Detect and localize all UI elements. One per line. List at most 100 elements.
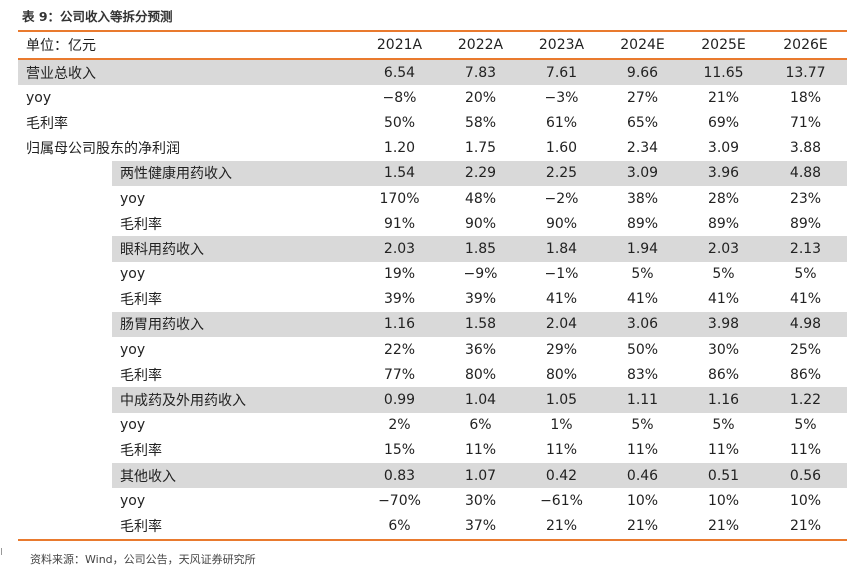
cell-value: 61% bbox=[545, 114, 578, 131]
cell-value: 2.25 bbox=[521, 160, 602, 186]
cell-value: 50% bbox=[626, 341, 659, 358]
row-label: 毛利率 bbox=[26, 115, 68, 132]
table-row: yoy 19% −9% −1% 5% 5% 5% bbox=[18, 262, 847, 287]
row-label: yoy bbox=[26, 89, 52, 106]
cell-value: 30% bbox=[707, 341, 740, 358]
table-row: yoy 170% 48% −2% 38% 28% 23% bbox=[18, 186, 847, 211]
row-label: 眼科用药收入 bbox=[18, 236, 359, 262]
cell-value: 6.54 bbox=[359, 59, 440, 86]
cell-value: 11.65 bbox=[683, 59, 764, 86]
cell-value: 28% bbox=[707, 190, 740, 207]
cell-value: 10% bbox=[789, 492, 822, 509]
table-row: 毛利率 77% 80% 80% 83% 86% 86% bbox=[18, 362, 847, 387]
cell-value: 5% bbox=[631, 266, 654, 283]
table-row: 归属母公司股东的净利润 1.20 1.75 1.60 2.34 3.09 3.88 bbox=[18, 136, 847, 161]
cell-value: 4.88 bbox=[764, 160, 847, 186]
cell-value: −61% bbox=[540, 492, 583, 509]
row-label: 归属母公司股东的净利润 bbox=[26, 141, 180, 158]
unit-label: 单位：亿元 bbox=[18, 30, 359, 60]
cell-value: 3.88 bbox=[789, 140, 822, 157]
cell-value: 13.77 bbox=[764, 59, 847, 86]
row-label: 毛利率 bbox=[120, 443, 162, 460]
table-row: yoy −8% 20% −3% 27% 21% 18% bbox=[18, 85, 847, 110]
cell-value: 1.85 bbox=[440, 236, 521, 262]
cell-value: 11% bbox=[789, 442, 822, 459]
cell-value: 86% bbox=[707, 366, 740, 383]
cell-value: 38% bbox=[626, 190, 659, 207]
cell-value: 170% bbox=[379, 190, 420, 207]
year-header: 2021A bbox=[359, 30, 440, 60]
cell-value: 1.05 bbox=[521, 387, 602, 413]
cell-value: 65% bbox=[626, 114, 659, 131]
cell-value: 83% bbox=[626, 366, 659, 383]
cell-value: 1.11 bbox=[602, 387, 683, 413]
cell-value: 39% bbox=[383, 291, 416, 308]
cell-value: 41% bbox=[626, 291, 659, 308]
cell-value: 21% bbox=[602, 513, 683, 541]
cell-value: 39% bbox=[464, 291, 497, 308]
table-row: 毛利率 91% 90% 90% 89% 89% 89% bbox=[18, 211, 847, 236]
cell-value: 23% bbox=[789, 190, 822, 207]
cell-value: 71% bbox=[789, 114, 822, 131]
cell-value: 41% bbox=[789, 291, 822, 308]
row-label: 毛利率 bbox=[120, 216, 162, 233]
cell-value: 89% bbox=[707, 215, 740, 232]
cell-value: 5% bbox=[712, 417, 735, 434]
cell-value: 69% bbox=[707, 114, 740, 131]
cell-value: 37% bbox=[440, 513, 521, 541]
table-row: 毛利率 39% 39% 41% 41% 41% 41% bbox=[18, 287, 847, 312]
forecast-table: 单位：亿元 2021A 2022A 2023A 2024E 2025E 2026… bbox=[18, 30, 847, 541]
cell-value: −8% bbox=[382, 89, 417, 106]
cell-value: −1% bbox=[544, 266, 579, 283]
row-label: yoy bbox=[120, 417, 146, 434]
cell-value: 50% bbox=[383, 114, 416, 131]
cell-value: 90% bbox=[464, 215, 497, 232]
cell-value: 6% bbox=[469, 417, 492, 434]
cell-value: −2% bbox=[544, 190, 579, 207]
cell-value: 0.99 bbox=[359, 387, 440, 413]
cell-value: 3.06 bbox=[602, 311, 683, 338]
cell-value: 5% bbox=[794, 266, 817, 283]
cell-value: 0.42 bbox=[521, 463, 602, 489]
cell-value: 90% bbox=[545, 215, 578, 232]
row-label: 中成药及外用药收入 bbox=[18, 387, 359, 413]
cell-value: 1.16 bbox=[359, 311, 440, 338]
table-row: 中成药及外用药收入 0.99 1.04 1.05 1.11 1.16 1.22 bbox=[18, 387, 847, 413]
cell-value: 1.07 bbox=[440, 463, 521, 489]
row-label: 肠胃用药收入 bbox=[18, 311, 359, 338]
cell-value: 0.46 bbox=[602, 463, 683, 489]
table-row: 眼科用药收入 2.03 1.85 1.84 1.94 2.03 2.13 bbox=[18, 236, 847, 262]
cell-value: 27% bbox=[626, 89, 659, 106]
cell-value: 11% bbox=[626, 442, 659, 459]
table-row: 两性健康用药收入 1.54 2.29 2.25 3.09 3.96 4.88 bbox=[18, 160, 847, 186]
cell-value: 41% bbox=[545, 291, 578, 308]
cell-value: 5% bbox=[794, 417, 817, 434]
cell-value: 77% bbox=[383, 366, 416, 383]
row-label: 毛利率 bbox=[120, 367, 162, 384]
cell-value: 5% bbox=[631, 417, 654, 434]
cell-value: 21% bbox=[764, 513, 847, 541]
cell-value: 2.29 bbox=[440, 160, 521, 186]
cell-value: 80% bbox=[464, 366, 497, 383]
table-row: 营业总收入 6.54 7.83 7.61 9.66 11.65 13.77 bbox=[18, 59, 847, 86]
table-row: 肠胃用药收入 1.16 1.58 2.04 3.06 3.98 4.98 bbox=[18, 311, 847, 338]
row-label: yoy bbox=[120, 190, 146, 207]
cell-value: 0.56 bbox=[764, 463, 847, 489]
cell-value: 0.51 bbox=[683, 463, 764, 489]
row-label: 营业总收入 bbox=[18, 59, 359, 86]
cell-value: 2.34 bbox=[626, 140, 659, 157]
cell-value: 91% bbox=[383, 215, 416, 232]
cell-value: 58% bbox=[464, 114, 497, 131]
cell-value: 1.54 bbox=[359, 160, 440, 186]
table-row: 毛利率 50% 58% 61% 65% 69% 71% bbox=[18, 110, 847, 135]
cell-value: 18% bbox=[789, 89, 822, 106]
table-row: 其他收入 0.83 1.07 0.42 0.46 0.51 0.56 bbox=[18, 463, 847, 489]
cell-value: 10% bbox=[707, 492, 740, 509]
cell-value: 86% bbox=[789, 366, 822, 383]
cell-value: 2% bbox=[388, 417, 411, 434]
row-label: 毛利率 bbox=[18, 513, 359, 541]
cell-value: 2.03 bbox=[359, 236, 440, 262]
row-label: 毛利率 bbox=[120, 292, 162, 309]
cell-value: 4.98 bbox=[764, 311, 847, 338]
cell-value: −70% bbox=[378, 492, 421, 509]
